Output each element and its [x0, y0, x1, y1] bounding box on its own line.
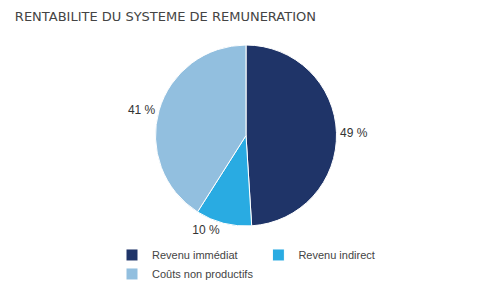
- svg-text:RENTABILITE DU SYSTEME DE REMU: RENTABILITE DU SYSTEME DE REMUNERATION: [15, 9, 316, 24]
- svg-text:10 %: 10 %: [192, 223, 220, 237]
- svg-text:49 %: 49 %: [340, 126, 368, 140]
- svg-text:Coûts non productifs: Coûts non productifs: [152, 268, 253, 280]
- svg-text:Revenu immédiat: Revenu immédiat: [152, 249, 238, 261]
- svg-text:41 %: 41 %: [128, 103, 156, 117]
- svg-text:Revenu indirect: Revenu indirect: [298, 249, 374, 261]
